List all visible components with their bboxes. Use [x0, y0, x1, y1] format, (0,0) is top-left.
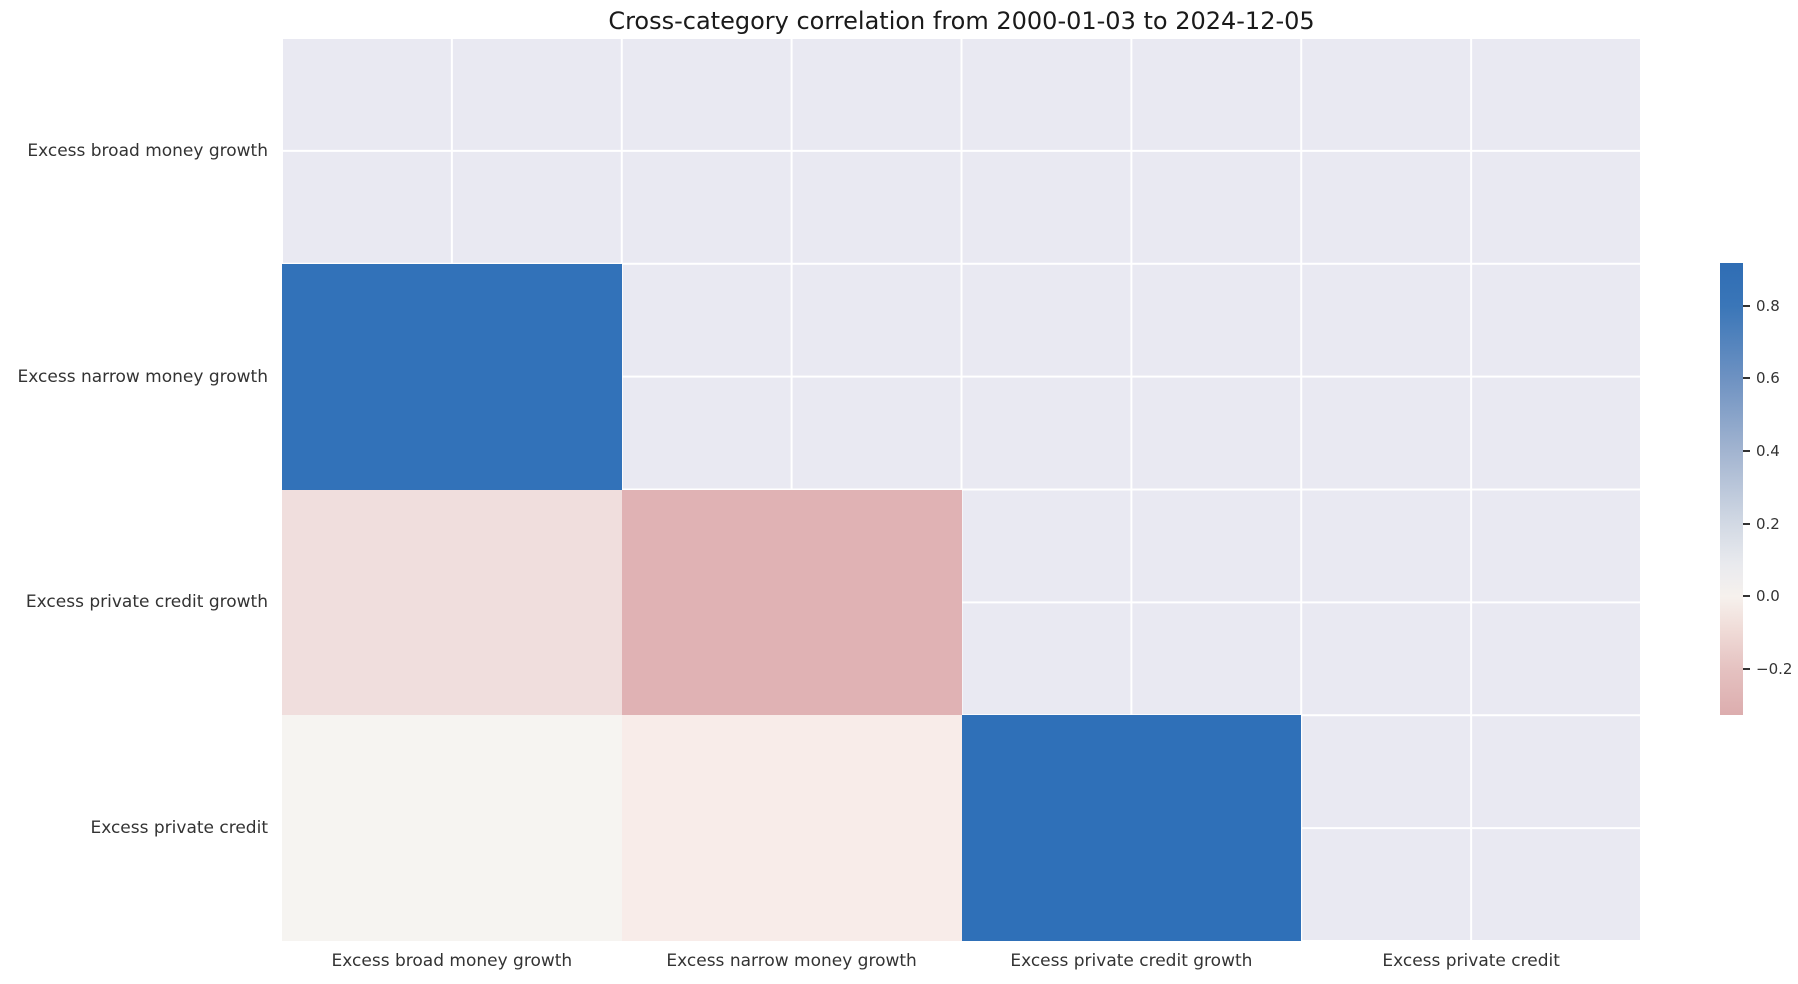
heatmap-plot-area: 0.92-0.15-0.330.03-0.080.9	[282, 38, 1641, 941]
y-tick-label: Excess private credit	[90, 818, 268, 839]
colorbar-tick-label: 0.6	[1756, 369, 1780, 388]
heatmap-cell: 0.03	[282, 715, 622, 941]
heatmap-cell: -0.08	[621, 715, 962, 941]
colorbar-tick-label: 0.4	[1756, 442, 1780, 461]
colorbar-tick-mark	[1743, 377, 1750, 380]
colorbar-tick-label: 0.0	[1756, 587, 1780, 606]
heatmap-cell: 0.92	[282, 263, 622, 490]
chart-title: Cross-category correlation from 2000-01-…	[608, 7, 1315, 35]
y-tick-label: Excess narrow money growth	[17, 366, 268, 387]
colorbar-tick-mark	[1743, 450, 1750, 453]
x-tick-label: Excess private credit growth	[1010, 951, 1253, 971]
heatmap-cell: -0.33	[621, 489, 962, 716]
x-axis-tick-labels: Excess broad money growth Excess narrow m…	[282, 951, 1641, 977]
y-tick-label: Excess broad money growth	[27, 140, 268, 161]
colorbar-tick-label: −0.2	[1756, 659, 1793, 678]
heatmap-cell: -0.15	[282, 489, 622, 716]
colorbar-tick-mark	[1743, 304, 1750, 307]
colorbar-tick-label: 0.8	[1756, 296, 1780, 315]
heatmap-cell: 0.9	[961, 715, 1302, 941]
x-tick-label: Excess narrow money growth	[666, 951, 917, 971]
colorbar-tick-mark	[1743, 667, 1750, 670]
y-tick-label: Excess private credit growth	[25, 592, 268, 613]
colorbar: 0.8 0.6 0.4 0.2 0.0 −0.2	[1720, 263, 1792, 715]
colorbar-tick-mark	[1743, 522, 1750, 525]
colorbar-tick-mark	[1743, 595, 1750, 598]
x-tick-label: Excess private credit	[1382, 951, 1560, 971]
colorbar-tick-label: 0.2	[1756, 514, 1780, 533]
x-tick-label: Excess broad money growth	[331, 951, 573, 971]
y-axis-tick-labels: Excess broad money growth Excess narrow m…	[0, 38, 268, 941]
